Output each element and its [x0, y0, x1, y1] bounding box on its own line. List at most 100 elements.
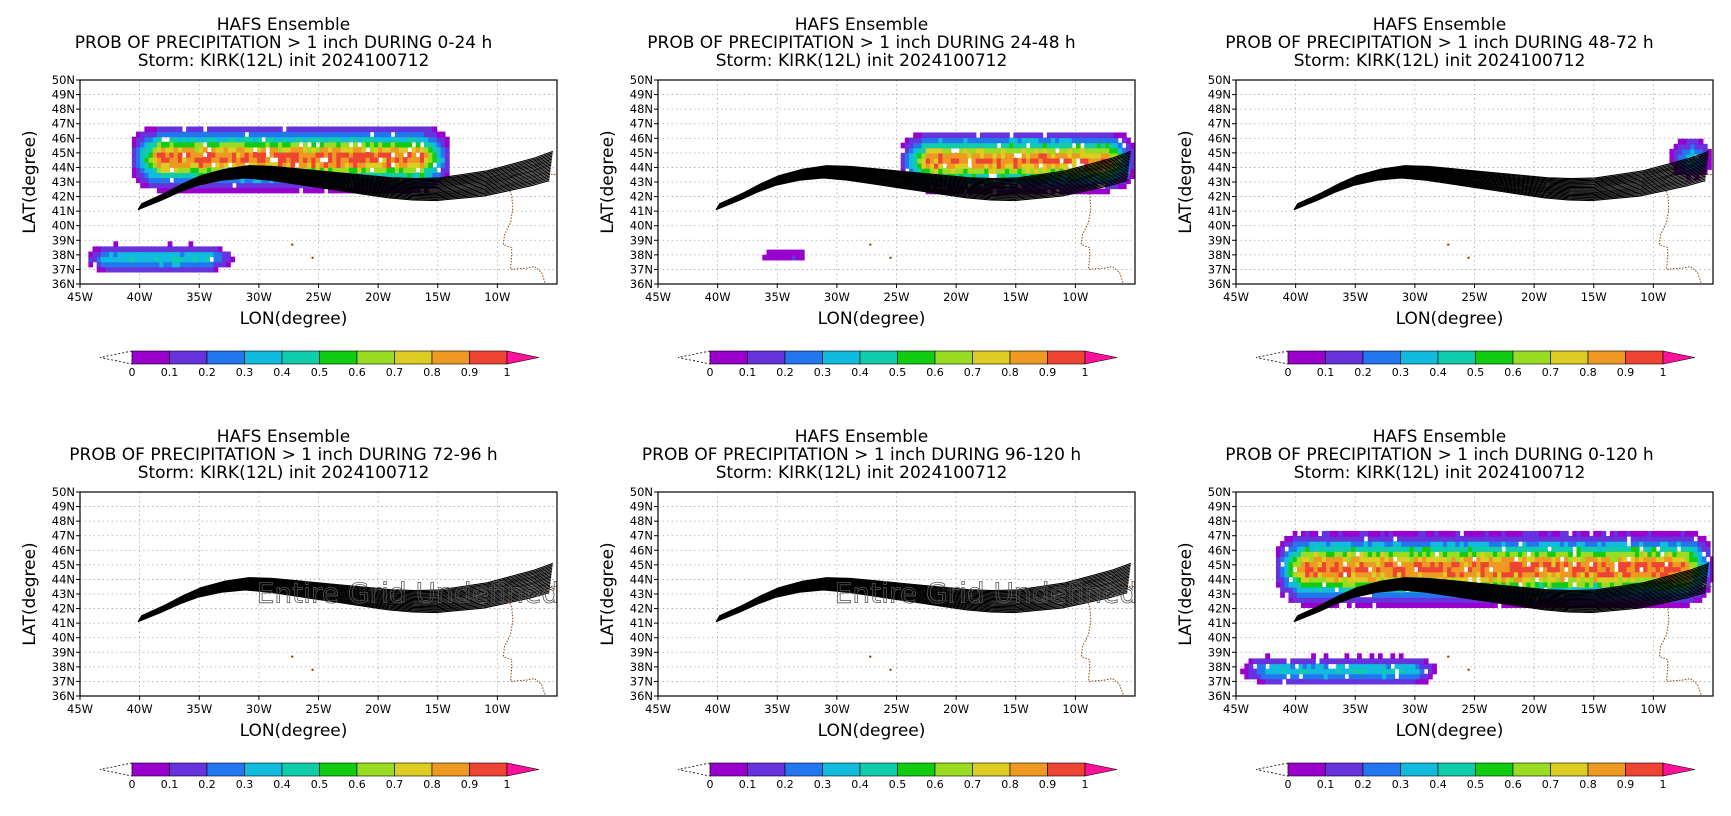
heatmap-cell: [144, 126, 150, 133]
heatmap-cell: [1315, 673, 1321, 680]
heatmap-cell: [1269, 663, 1275, 670]
heatmap-cell: [248, 157, 254, 163]
heatmap-cell: [1677, 148, 1683, 155]
heatmap-cell: [1451, 556, 1457, 563]
heatmap-cell: [1059, 152, 1065, 159]
heatmap-cell: [180, 251, 185, 258]
heatmap-cell: [1063, 142, 1069, 149]
heatmap-cell: [1576, 571, 1582, 578]
heatmap-cell: [361, 141, 367, 148]
heatmap-cell: [378, 172, 383, 179]
heatmap-cell: [1013, 168, 1019, 174]
heatmap-cell: [219, 187, 225, 194]
heatmap-cell: [917, 142, 923, 149]
heatmap-cell: [1609, 566, 1615, 573]
heatmap-cell: [181, 157, 187, 163]
heatmap-cell: [207, 126, 212, 133]
heatmap-cell: [386, 126, 392, 133]
x-tick-label: 35W: [1342, 290, 1368, 304]
heatmap-cell: [1392, 566, 1398, 573]
heatmap-cell: [1626, 561, 1632, 568]
chart-title-line-2: PROB OF PRECIPITATION > 1 inch DURING 0-…: [1225, 445, 1653, 465]
heatmap-cell: [1451, 546, 1457, 552]
heatmap-cell: [1543, 541, 1548, 547]
heatmap-cell: [194, 141, 200, 148]
heatmap-cell: [1438, 546, 1444, 552]
heatmap-cell: [1630, 576, 1636, 583]
heatmap-cell: [1643, 561, 1649, 568]
heatmap-cell: [171, 266, 177, 273]
heatmap-cell: [1588, 546, 1594, 552]
heatmap-cell: [1292, 571, 1298, 578]
heatmap-cell: [1380, 561, 1386, 568]
heatmap-cell: [1698, 169, 1704, 176]
colorbar-segment: [1625, 350, 1664, 365]
chart-title-line-3: Storm: KIRK(12L) init 2024100712: [716, 51, 1008, 71]
heatmap-cell: [1382, 668, 1387, 675]
heatmap-cell: [186, 146, 191, 153]
heatmap-cell: [223, 136, 229, 143]
heatmap-cell: [1130, 163, 1135, 169]
heatmap-cell: [1597, 561, 1603, 568]
heatmap-cell: [967, 147, 973, 154]
heatmap-cell: [1382, 663, 1387, 670]
heatmap-cell: [1476, 551, 1482, 558]
heatmap-cell: [403, 136, 408, 143]
heatmap-cell: [1305, 556, 1310, 563]
chart-title-line-1: HAFS Ensemble: [795, 15, 928, 35]
heatmap-cell: [1677, 154, 1683, 160]
heatmap-cell: [1280, 581, 1285, 588]
heatmap-cell: [1059, 137, 1065, 144]
heatmap-cell: [1568, 581, 1573, 588]
heatmap-cell: [394, 151, 400, 158]
heatmap-cell: [1261, 658, 1266, 665]
heatmap-cell: [109, 246, 114, 253]
heatmap-cell: [382, 167, 388, 173]
heatmap-cell: [1447, 571, 1452, 578]
heatmap-cell: [1059, 183, 1065, 190]
heatmap-cell: [1580, 536, 1586, 542]
heatmap-cell: [332, 167, 337, 173]
heatmap-cell: [382, 131, 388, 138]
heatmap-cell: [1563, 546, 1569, 552]
heatmap-cell: [156, 177, 162, 184]
x-tick-label: 20W: [365, 290, 391, 304]
heatmap-cell: [273, 162, 279, 168]
heatmap-cell: [1330, 556, 1335, 563]
heatmap-cell: [138, 246, 144, 253]
heatmap-cell: [1126, 168, 1131, 174]
heatmap-cell: [252, 157, 258, 163]
heatmap-cell: [302, 126, 308, 133]
heatmap-cell: [1676, 551, 1682, 558]
heatmap-cell: [963, 157, 969, 164]
heatmap-cell: [1551, 561, 1557, 568]
heatmap-cell: [1092, 132, 1098, 139]
heatmap-cell: [1080, 152, 1085, 159]
heatmap-cell: [1680, 551, 1686, 558]
heatmap-cell: [1348, 663, 1354, 670]
heatmap-cell: [1576, 556, 1582, 563]
heatmap-cell: [232, 131, 237, 138]
heatmap-cell: [1296, 546, 1302, 552]
heatmap-cell: [230, 256, 236, 263]
heatmap-cell: [1326, 571, 1331, 578]
heatmap-cell: [929, 157, 935, 164]
heatmap-cell: [169, 126, 175, 133]
heatmap-cell: [163, 266, 169, 273]
heatmap-cell: [432, 172, 438, 179]
heatmap-cell: [1342, 556, 1348, 563]
y-tick-label: 37N: [1208, 262, 1231, 276]
heatmap-cell: [984, 173, 989, 179]
heatmap-cell: [298, 162, 304, 168]
heatmap-cell: [971, 173, 977, 179]
heatmap-cell: [378, 162, 383, 168]
heatmap-cell: [1509, 536, 1515, 542]
heatmap-cell: [269, 151, 275, 158]
heatmap-cell: [917, 152, 923, 159]
heatmap-cell: [1580, 541, 1586, 547]
heatmap-cell: [1309, 530, 1315, 537]
colorbar-segment: [281, 350, 320, 365]
heatmap-cell: [1463, 597, 1469, 603]
heatmap-cell: [1321, 571, 1327, 578]
